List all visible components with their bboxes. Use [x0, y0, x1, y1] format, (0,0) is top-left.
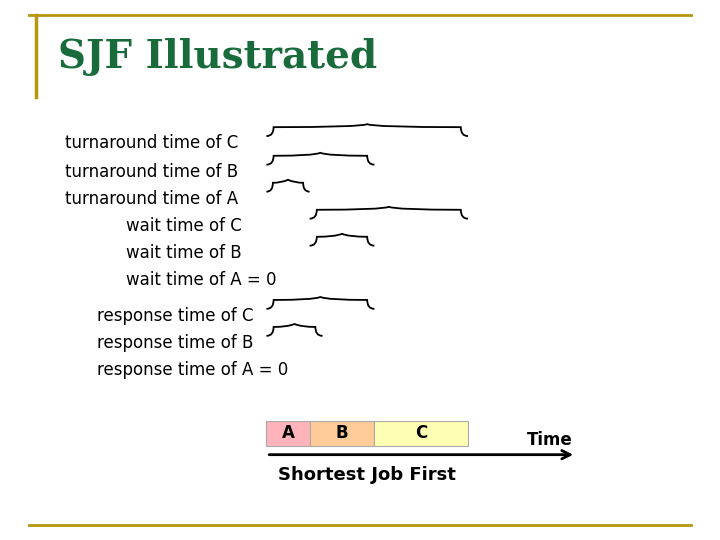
- Bar: [310, 421, 374, 445]
- Text: A: A: [282, 424, 294, 442]
- Bar: [374, 421, 468, 445]
- Text: Time: Time: [526, 430, 572, 449]
- Bar: [266, 421, 310, 445]
- Text: response time of B: response time of B: [97, 334, 253, 352]
- Text: SJF Illustrated: SJF Illustrated: [58, 38, 377, 76]
- Text: wait time of C: wait time of C: [126, 217, 242, 235]
- Text: turnaround time of B: turnaround time of B: [65, 163, 238, 181]
- Text: C: C: [415, 424, 428, 442]
- Text: Shortest Job First: Shortest Job First: [278, 466, 456, 484]
- Text: turnaround time of C: turnaround time of C: [65, 134, 238, 152]
- Text: wait time of B: wait time of B: [126, 244, 242, 262]
- Text: B: B: [336, 424, 348, 442]
- Text: response time of A = 0: response time of A = 0: [97, 361, 289, 379]
- Text: wait time of A = 0: wait time of A = 0: [126, 271, 276, 289]
- Text: turnaround time of A: turnaround time of A: [65, 190, 238, 208]
- Text: response time of C: response time of C: [97, 307, 253, 325]
